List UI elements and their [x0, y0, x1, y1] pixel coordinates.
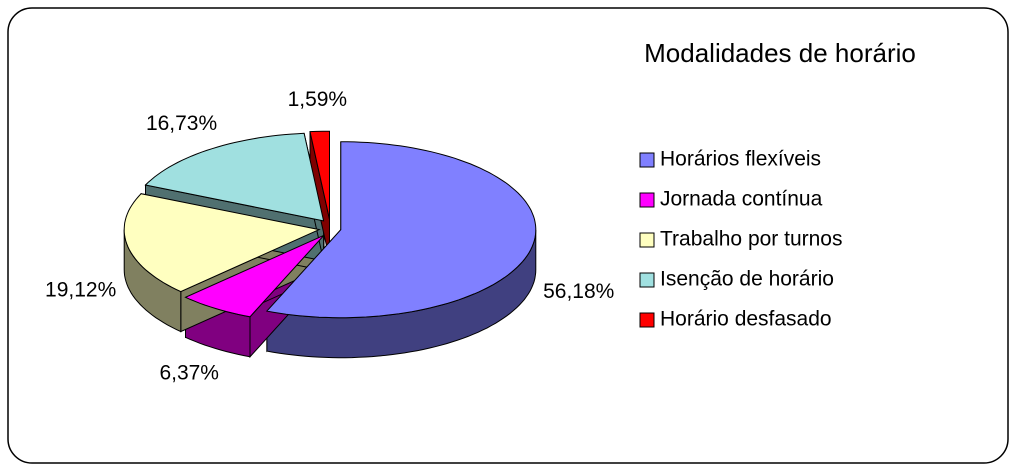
data-label: 6,37%: [159, 362, 219, 385]
data-label: 19,12%: [45, 279, 116, 302]
legend-swatch: [639, 312, 655, 328]
legend-label: Horários flexíveis: [660, 148, 821, 171]
slice: [123, 193, 321, 293]
legend-swatch: [639, 232, 655, 248]
legend-label: Jornada contínua: [660, 188, 823, 211]
legend-label: Horário desfasado: [660, 308, 832, 331]
legend-swatch: [639, 152, 655, 168]
legend-swatch: [639, 192, 655, 208]
slice: [265, 141, 537, 319]
data-label: 56,18%: [543, 280, 614, 303]
slice: [144, 132, 325, 222]
legend-label: Isenção de horário: [660, 268, 834, 291]
slice: [184, 234, 325, 318]
slice: [309, 130, 330, 220]
legend-swatch: [639, 272, 655, 288]
data-label: 16,73%: [146, 112, 217, 135]
data-label: 1,59%: [288, 88, 348, 111]
legend-label: Trabalho por turnos: [660, 228, 843, 251]
chart-title: Modalidades de horário: [644, 38, 916, 68]
